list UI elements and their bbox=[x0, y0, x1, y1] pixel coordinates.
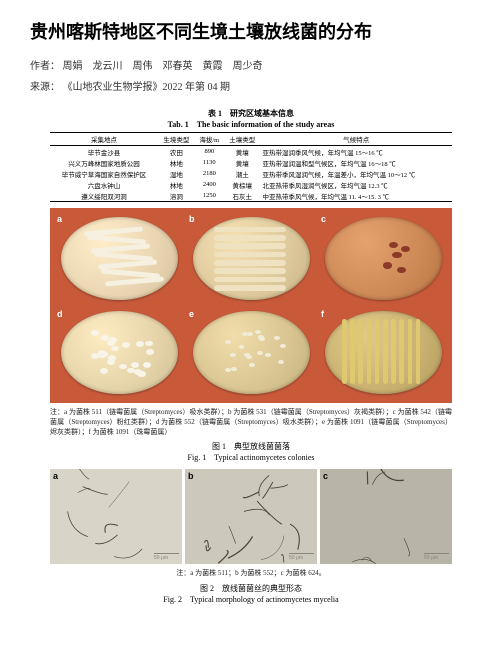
table-cell: 黄壤 bbox=[224, 146, 261, 158]
panel-label: c bbox=[323, 471, 328, 481]
petri-cell: f bbox=[318, 307, 448, 400]
authors-label: 作者： bbox=[30, 61, 60, 72]
source-value: 《山地农业生物学报》2022 年第 04 期 bbox=[63, 82, 231, 93]
table-header: 土壤类型 bbox=[224, 133, 261, 146]
table-cell: 潮土 bbox=[224, 168, 261, 179]
table-cell: 1250 bbox=[195, 190, 224, 202]
fig2-title-cn: 图 2 放线菌菌丝的典型形态 bbox=[50, 583, 452, 594]
table-cell: 2400 bbox=[195, 179, 224, 190]
table-cell: 890 bbox=[195, 146, 224, 158]
source-label: 来源： bbox=[30, 82, 60, 93]
fig1-title-cn: 图 1 典型放线菌菌落 bbox=[50, 441, 452, 452]
petri-cell: b bbox=[186, 212, 316, 305]
table-cell: 黄棕壤 bbox=[224, 179, 261, 190]
micro-cell: a 50 μm bbox=[50, 469, 182, 564]
table-cell: 湿地 bbox=[158, 168, 195, 179]
micro-cell: b 50 μm bbox=[185, 469, 317, 564]
table-cell: 2180 bbox=[195, 168, 224, 179]
article-title: 贵州喀斯特地区不同生境土壤放线菌的分布 bbox=[0, 0, 502, 54]
table-cell: 北亚热带季风湿润气候区，年均气温 12.3 ℃ bbox=[261, 179, 452, 190]
table1-title-en: Tab. 1 The basic information of the stud… bbox=[50, 119, 452, 130]
table-cell: 溶洞 bbox=[158, 190, 195, 202]
scalebar: 50 μm bbox=[289, 553, 314, 561]
micro-cell: c 50 μm bbox=[320, 469, 452, 564]
table-cell: 石灰土 bbox=[224, 190, 261, 202]
table-cell: 林地 bbox=[158, 179, 195, 190]
table-cell: 亚热带湿润温和型气候区，年均气温 16～18 ℃ bbox=[261, 157, 452, 168]
table-cell: 遵义绥阳双河洞 bbox=[50, 190, 158, 202]
fig2-note: 注：a 为菌株 511；b 为菌株 552；c 为菌株 624。 bbox=[50, 569, 452, 579]
table-header: 气候特点 bbox=[261, 133, 452, 146]
table-cell: 中亚热带季风气候，年均气温 11. 4～15. 3 ℃ bbox=[261, 190, 452, 202]
table-cell: 黄壤 bbox=[224, 157, 261, 168]
table-cell: 亚热带季风湿润气候，年温差小，年均气温 10～12 ℃ bbox=[261, 168, 452, 179]
source-line: 来源： 《山地农业生物学报》2022 年第 04 期 bbox=[0, 75, 502, 96]
petri-cell: d bbox=[54, 307, 184, 400]
fig2-grid: a 50 μm b 50 μm c 50 μm bbox=[50, 469, 452, 564]
panel-label: d bbox=[57, 309, 63, 319]
table-cell: 毕节威宁草海国家自然保护区 bbox=[50, 168, 158, 179]
table1-title-cn: 表 1 研究区域基本信息 bbox=[50, 108, 452, 119]
petri-dish bbox=[193, 217, 310, 300]
panel-label: a bbox=[57, 214, 62, 224]
table1: 采集地点生境类型海拔/m土壤类型气候特点 毕节金沙县农田890黄壤亚热带湿润季风… bbox=[50, 132, 452, 202]
table-header: 海拔/m bbox=[195, 133, 224, 146]
petri-cell: e bbox=[186, 307, 316, 400]
authors-names: 周娟 龙云川 周伟 邓春英 黄霞 周少奇 bbox=[63, 61, 263, 72]
table-header: 采集地点 bbox=[50, 133, 158, 146]
table-cell: 1130 bbox=[195, 157, 224, 168]
fig2-title-en: Fig. 2 Typical morphology of actinomycet… bbox=[50, 594, 452, 605]
petri-dish bbox=[61, 311, 178, 394]
petri-dish bbox=[325, 217, 442, 300]
panel-label: a bbox=[53, 471, 58, 481]
petri-cell: a bbox=[54, 212, 184, 305]
fig1-grid: a b c d e f bbox=[50, 208, 452, 403]
petri-dish bbox=[325, 311, 442, 394]
table-cell: 农田 bbox=[158, 146, 195, 158]
scalebar: 50 μm bbox=[154, 553, 179, 561]
table-cell: 六盘水钟山 bbox=[50, 179, 158, 190]
panel-label: b bbox=[189, 214, 195, 224]
petri-dish bbox=[193, 311, 310, 394]
authors-line: 作者： 周娟 龙云川 周伟 邓春英 黄霞 周少奇 bbox=[0, 54, 502, 75]
petri-dish bbox=[61, 217, 178, 300]
table-cell: 兴义万峰林国家地质公园 bbox=[50, 157, 158, 168]
panel-label: e bbox=[189, 309, 194, 319]
table-cell: 亚热带湿润季风气候，年均气温 15～16 ℃ bbox=[261, 146, 452, 158]
table-cell: 毕节金沙县 bbox=[50, 146, 158, 158]
fig1-note: 注：a 为菌株 511（链霉菌属（Streptomyces）吸水类群）；b 为菌… bbox=[50, 408, 452, 437]
panel-label: f bbox=[321, 309, 324, 319]
table-cell: 林地 bbox=[158, 157, 195, 168]
panel-label: b bbox=[188, 471, 194, 481]
petri-cell: c bbox=[318, 212, 448, 305]
panel-label: c bbox=[321, 214, 326, 224]
table-header: 生境类型 bbox=[158, 133, 195, 146]
scalebar: 50 μm bbox=[424, 553, 449, 561]
fig1-title-en: Fig. 1 Typical actinomycetes colonies bbox=[50, 452, 452, 463]
